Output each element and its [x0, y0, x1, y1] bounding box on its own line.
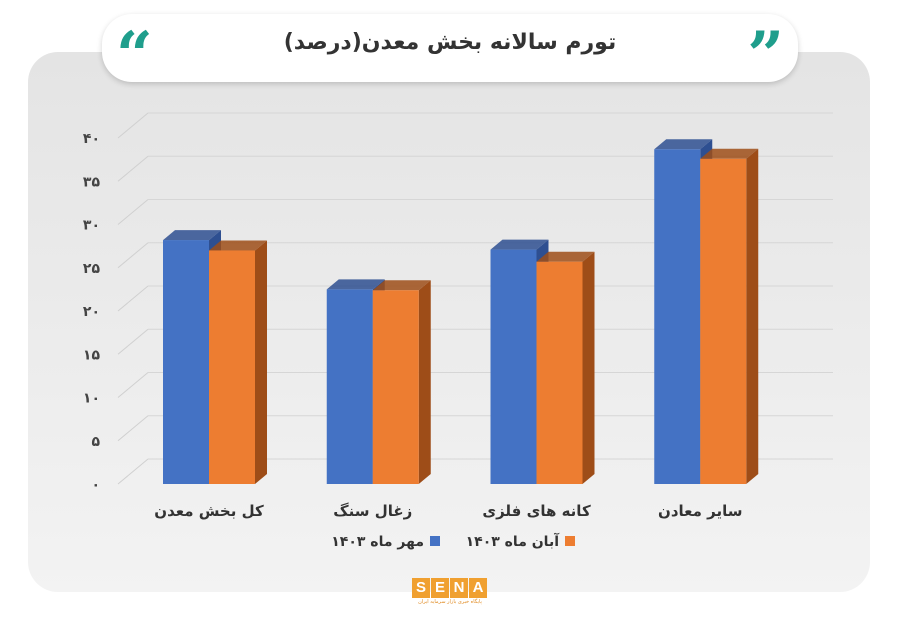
y-tick-label: ۰: [91, 477, 100, 493]
bar: [209, 250, 255, 484]
y-tick-label: ۴۰: [83, 131, 100, 147]
x-tick-label: کل بخش معدن: [154, 502, 264, 520]
y-tick-label: ۵: [91, 434, 100, 450]
bar-top: [372, 280, 431, 291]
x-tick-label: کانه های فلزی: [482, 502, 591, 520]
bar-side: [255, 240, 267, 484]
gridline-slant: [117, 458, 149, 485]
bar-top: [490, 239, 549, 250]
sena-logo: S E N A پایگاه خبری بازار سرمایه ایران: [412, 578, 488, 608]
bar-top: [163, 230, 221, 241]
chart-title: تورم سالانه بخش معدن(درصد): [283, 30, 617, 55]
gridline-slant: [117, 155, 149, 182]
x-tick-label: زغال سنگ: [333, 502, 412, 520]
y-tick-label: ۱۵: [83, 347, 101, 363]
y-tick-label: ۲۰: [83, 304, 100, 320]
legend-swatch: [565, 536, 575, 546]
bar-top: [326, 279, 385, 290]
bar: [700, 158, 747, 484]
gridline-slant: [117, 285, 149, 312]
bar: [536, 261, 583, 484]
bar-top: [700, 148, 759, 159]
logo-subtitle: پایگاه خبری بازار سرمایه ایران: [418, 599, 482, 605]
bar: [163, 240, 209, 484]
bar: [372, 290, 419, 484]
bar: [490, 249, 537, 484]
gridline-slant: [117, 328, 149, 355]
bar-top: [209, 240, 267, 251]
bar-top: [654, 139, 713, 150]
legend-label: مهر ماه ۱۴۰۳: [331, 534, 424, 550]
logo-letter: E: [431, 578, 449, 598]
logo-letter: A: [469, 578, 487, 598]
gridline-slant: [117, 415, 149, 442]
y-tick-label: ۱۰: [83, 391, 100, 407]
gridline-slant: [117, 372, 149, 398]
y-tick-label: ۳۰: [83, 218, 100, 234]
bar-side: [582, 251, 595, 484]
gridline-slant: [117, 199, 149, 225]
bar: [654, 149, 701, 484]
logo-letter: S: [412, 578, 430, 598]
quote-open-icon: “: [116, 18, 153, 93]
y-tick-label: ۳۵: [83, 174, 101, 190]
gridline-slant: [117, 242, 149, 269]
quote-close-icon: ”: [747, 18, 784, 93]
bar-side: [418, 280, 431, 484]
y-tick-label: ۲۵: [83, 261, 101, 277]
bar-side: [746, 148, 759, 484]
gridline-slant: [117, 112, 149, 139]
legend-swatch: [430, 536, 440, 546]
logo-letter: N: [450, 578, 468, 598]
bar-top: [536, 251, 595, 262]
legend-label: آبان ماه ۱۴۰۳: [466, 532, 561, 550]
x-tick-label: سایر معادن: [658, 502, 742, 520]
title-bar: “ تورم سالانه بخش معدن(درصد) ”: [102, 14, 798, 88]
bar: [326, 289, 373, 484]
